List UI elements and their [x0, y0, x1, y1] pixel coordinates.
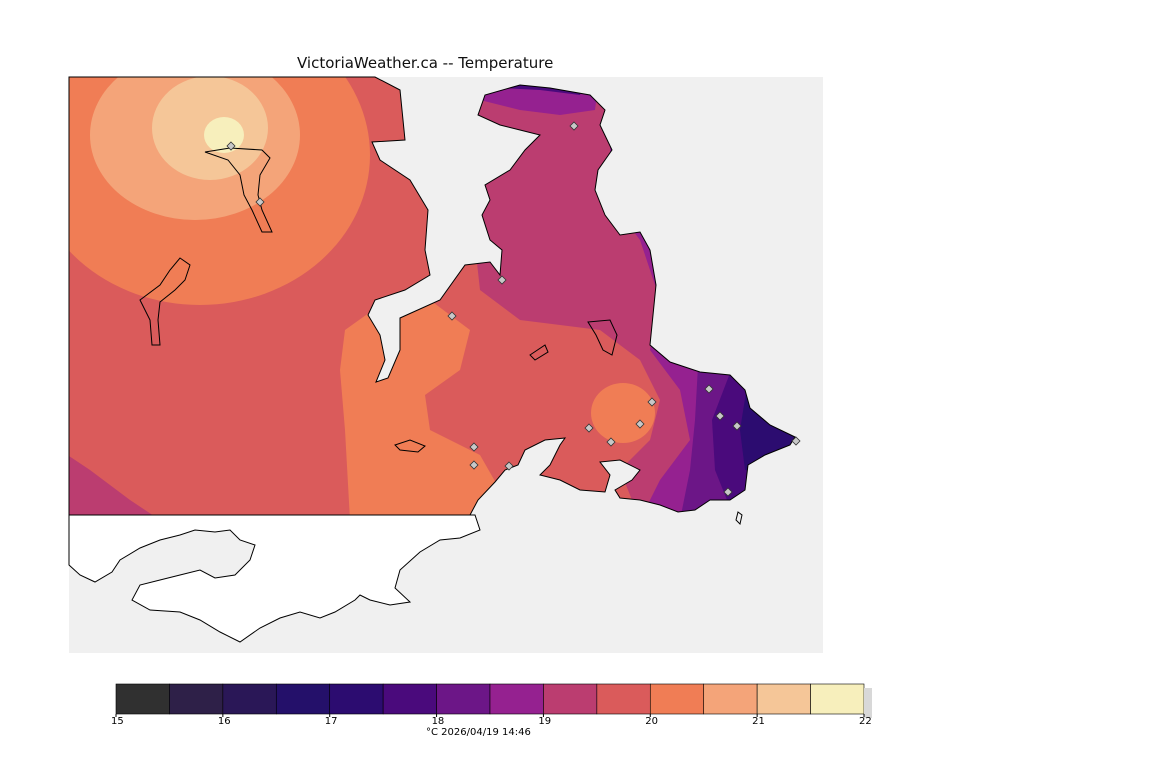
colorbar-bin	[329, 683, 384, 715]
colorbar-tick-label: 22	[859, 716, 872, 727]
field-20-to-20-5-south	[340, 300, 500, 515]
weather-stations	[226, 121, 801, 497]
station-marker[interactable]	[732, 421, 742, 431]
colorbar-bin	[756, 683, 811, 715]
colorbar-tick-label: 18	[431, 716, 445, 727]
station-marker[interactable]	[606, 437, 616, 447]
colorbar-bin	[275, 683, 331, 715]
colorbar-bin	[169, 683, 224, 715]
unit-label: °C	[426, 727, 438, 738]
colorbar-bin	[649, 683, 705, 715]
station-marker[interactable]	[791, 436, 801, 446]
station-marker[interactable]	[469, 442, 479, 452]
west-inlet-coastline	[204, 147, 273, 233]
colorbar-bin	[810, 683, 865, 715]
station-marker[interactable]	[226, 141, 236, 151]
colorbar-tick-label: 15	[111, 716, 124, 727]
colorbar-bin	[489, 683, 544, 715]
field-21-5-to-22	[204, 117, 244, 153]
station-marker[interactable]	[635, 419, 645, 429]
colorbar-legend	[114, 682, 874, 742]
colorbar-bin	[703, 683, 758, 715]
colorbar-tick-label: 20	[645, 716, 659, 727]
colorbar-bin	[115, 683, 170, 715]
colorbar-bin	[382, 683, 437, 715]
colorbar-bin	[436, 683, 491, 715]
colorbar-bin	[543, 683, 598, 715]
colorbar-tick-label: 21	[752, 716, 765, 727]
station-marker[interactable]	[647, 397, 657, 407]
colorbar-bin	[222, 683, 277, 715]
colorbar-tick-label: 19	[538, 716, 552, 727]
station-marker[interactable]	[497, 275, 507, 285]
island	[735, 511, 743, 525]
southern-coastline	[68, 514, 481, 643]
island	[587, 319, 618, 356]
station-marker[interactable]	[255, 197, 265, 207]
colorbar-bin	[596, 683, 651, 715]
west-lake-coastline	[139, 257, 191, 346]
field-20-to-20-5-east	[591, 383, 655, 443]
field-sw-19	[69, 450, 160, 515]
island	[529, 344, 549, 361]
station-marker[interactable]	[704, 384, 714, 394]
station-marker[interactable]	[715, 411, 725, 421]
timestamp: 2026/04/19 14:46	[441, 727, 531, 738]
colorbar-tick-label: 16	[217, 716, 231, 727]
colorbar-tick-label: 17	[324, 716, 338, 727]
colorbar-shadow	[864, 688, 872, 718]
colorbar	[115, 683, 872, 718]
station-marker[interactable]	[723, 487, 733, 497]
legend-caption: °C 2026/04/19 14:46	[426, 727, 531, 738]
station-marker[interactable]	[569, 121, 579, 131]
island	[394, 439, 426, 453]
map-title: VictoriaWeather.ca -- Temperature	[297, 54, 554, 72]
station-marker[interactable]	[584, 423, 594, 433]
station-marker[interactable]	[469, 460, 479, 470]
station-marker[interactable]	[447, 311, 457, 321]
station-marker[interactable]	[504, 461, 514, 471]
